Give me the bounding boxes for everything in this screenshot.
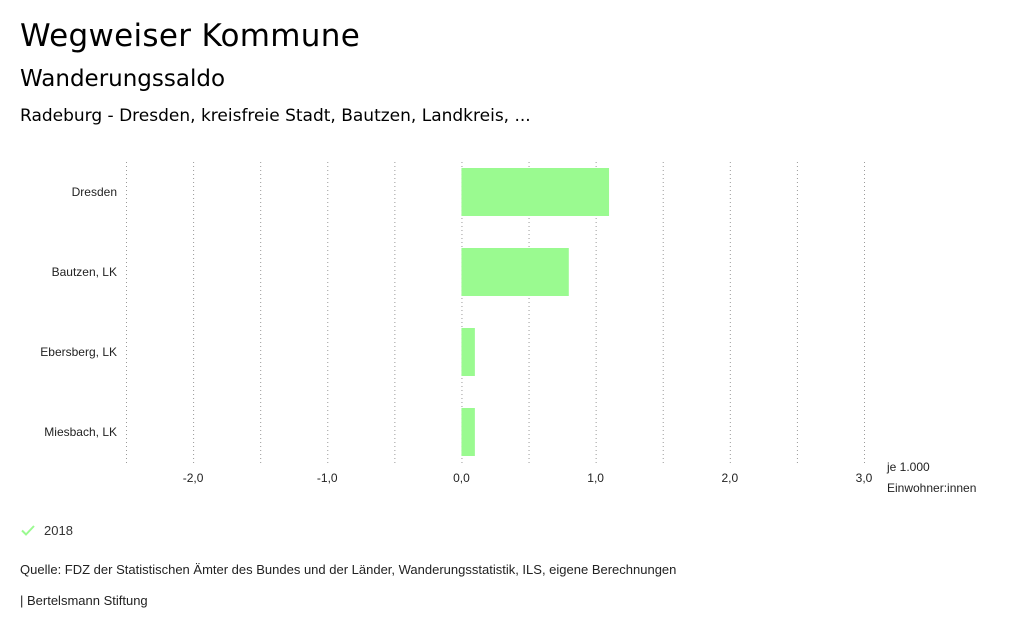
x-tick-label: -1,0 <box>317 471 338 485</box>
bar-chart: -2,0 -1,0 0,0 1,0 2,0 3,0 je 1.000 Einwohner:in… <box>40 162 976 495</box>
legend-label-2018: 2018 <box>44 522 73 538</box>
category-label: Ebersberg, LK <box>40 345 117 359</box>
chart-subtitle: Wanderungssaldo <box>20 66 226 92</box>
page-title: Wegweiser Kommune <box>20 18 361 54</box>
category-label: Bautzen, LK <box>52 265 117 279</box>
x-axis-unit-label: je 1.000 <box>886 460 930 474</box>
check-icon <box>21 525 35 536</box>
category-label: Dresden <box>72 185 117 199</box>
x-axis-unit-label: Einwohner:innen <box>887 481 976 495</box>
x-tick-label: 0,0 <box>453 471 470 485</box>
x-tick-label: 2,0 <box>721 471 738 485</box>
bar <box>461 408 475 456</box>
region-title: Radeburg - Dresden, kreisfreie Stadt, Ba… <box>20 106 531 126</box>
credit-note: | Bertelsmann Stiftung <box>20 593 148 608</box>
bar <box>461 328 475 376</box>
source-note: Quelle: FDZ der Statistischen Ämter des … <box>20 562 677 577</box>
x-tick-label: 3,0 <box>856 471 873 485</box>
x-tick-label: -2,0 <box>183 471 204 485</box>
bar <box>461 168 610 216</box>
category-label: Miesbach, LK <box>44 425 117 439</box>
bar <box>461 248 569 296</box>
x-tick-label: 1,0 <box>587 471 604 485</box>
legend[interactable]: 2018 <box>20 522 73 538</box>
